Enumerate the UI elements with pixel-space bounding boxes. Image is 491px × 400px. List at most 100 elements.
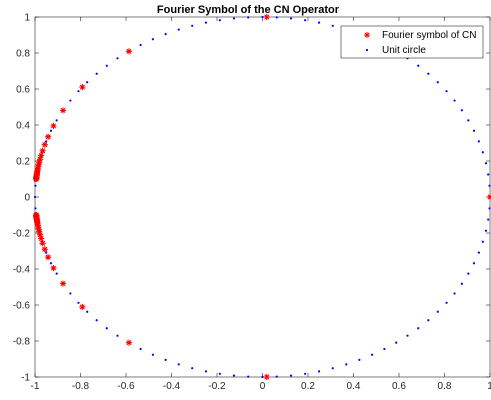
fourier-symbol-point [60,107,67,114]
unit-circle-point [69,99,72,102]
unit-circle-point [105,327,108,330]
unit-circle-point [472,129,476,132]
x-tick-label: 0.2 [301,381,315,392]
unit-circle-point [304,19,307,22]
unit-circle-point [151,38,155,41]
fourier-symbol-point [37,156,44,163]
unit-circle-point [488,184,491,187]
unit-circle-point [383,347,386,351]
fourier-symbol-point [79,303,86,310]
unit-circle-point [45,251,48,254]
fourier-symbol-point [263,14,270,21]
axes-box [34,16,491,378]
x-tick-label: -0.6 [117,381,135,392]
plot-area [34,16,491,378]
unit-circle-point [445,90,448,93]
y-tick-label: -0.4 [13,265,31,276]
legend-marker-unit-circle [365,48,369,52]
unit-circle-point [139,347,142,351]
unit-circle-point [331,367,334,370]
fourier-symbol-point [45,254,52,261]
x-tick-label: -0.4 [163,381,181,392]
unit-circle-point [370,353,374,356]
unit-circle-point [289,17,293,20]
unit-circle-point [261,375,264,379]
unit-circle-point [289,374,293,377]
legend-asterisk [364,32,370,38]
unit-circle-point [164,358,167,361]
unit-circle-point [477,251,480,254]
unit-circle-point [116,57,119,60]
fourier-symbol-point [487,194,491,200]
fourier-symbol-point [60,280,67,287]
fourier-symbol-point [39,240,46,247]
unit-circle-point [116,334,119,337]
unit-circle-point [55,272,58,275]
unit-circle-point [484,229,488,232]
unit-circle-point [95,319,98,322]
unit-circle-point [406,334,409,337]
fourier-symbol-point [39,147,46,154]
legend: Fourier symbol of CN Unit circle [340,25,484,59]
unit-circle-point [467,272,470,275]
unit-circle-point [488,207,491,210]
unit-circle-point [86,81,89,84]
legend-label-unit-circle: Unit circle [382,45,426,56]
chart-title: Fourier Symbol of the CN Operator [157,4,340,16]
unit-circle-point [436,81,439,84]
unit-circle-point [445,301,448,304]
unit-circle-point [460,282,463,285]
y-tick-label: -1 [21,373,30,384]
fourier-symbol-point [50,265,57,272]
legend-box [340,25,484,59]
unit-circle-point [55,119,58,122]
unit-circle-point [275,375,278,378]
unit-circle-point [417,64,420,67]
unit-circle-point [358,358,361,361]
x-tick-label: 0.8 [438,381,452,392]
unit-circle-point [453,99,456,102]
unit-circle-point [427,72,430,75]
fourier-symbol-point [125,339,132,346]
unit-circle-point [427,319,430,322]
y-tick-label: 0.4 [16,121,30,132]
unit-circle-point [484,162,488,165]
y-tick-label: 0 [24,193,30,204]
unit-circle-point [247,375,250,378]
y-tick-label: 0.8 [16,49,30,60]
fourier-symbol-point [38,152,45,159]
y-tick-label: -0.8 [13,337,31,348]
unit-circle-point [77,90,80,93]
y-tick-label: 0.2 [16,157,30,168]
unit-circle-point [218,19,221,22]
unit-circle-point [417,327,420,330]
x-tick-label: -0.8 [72,381,90,392]
unit-circle-point [477,140,480,143]
unit-circle-point [232,374,236,377]
unit-circle-point [232,17,236,20]
y-tick-label: -0.2 [13,229,31,240]
unit-circle-point [105,64,108,67]
unit-circle-point [49,262,53,265]
x-tick-label: 1 [487,381,491,392]
unit-circle-point [487,218,490,221]
y-tick-label: -0.6 [13,301,31,312]
unit-circle-point [467,119,470,122]
unit-circle-point [77,301,80,304]
unit-circle-point [191,367,194,370]
unit-circle-point [34,184,37,187]
unit-circle-point [481,151,484,154]
unit-circle-point [218,372,221,375]
x-tick-label: 0.4 [347,381,361,392]
unit-circle-point [177,363,180,366]
unit-circle-point [395,341,398,344]
fourier-symbol-point [125,48,132,55]
unit-circle-point [164,33,167,36]
unit-circle-point [487,173,490,176]
unit-circle-point [139,43,142,47]
fourier-symbol-point [50,122,57,129]
unit-circle-point [33,195,37,199]
unit-circle-point [45,140,48,143]
unit-circle-point [247,16,250,19]
